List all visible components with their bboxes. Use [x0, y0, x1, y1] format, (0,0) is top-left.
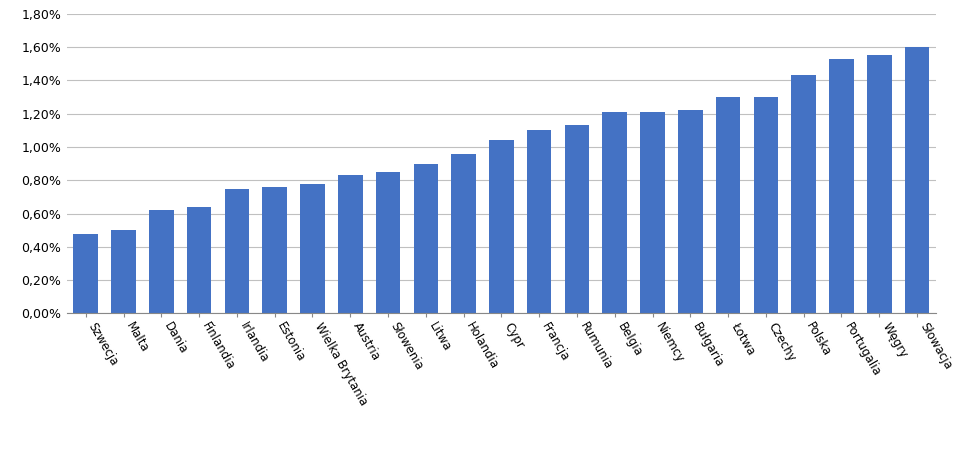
Bar [149, 210, 174, 313]
Bar [452, 154, 476, 313]
Bar [678, 110, 703, 313]
Bar [224, 189, 249, 313]
Bar [414, 164, 438, 313]
Bar [375, 172, 400, 313]
Bar [489, 140, 514, 313]
Bar [603, 112, 627, 313]
Bar [527, 130, 551, 313]
Bar [111, 230, 136, 313]
Bar [753, 97, 778, 313]
Bar [792, 76, 816, 313]
Bar [187, 207, 211, 313]
Bar [300, 183, 325, 313]
Bar [716, 97, 740, 313]
Bar [904, 47, 929, 313]
Bar [867, 55, 892, 313]
Bar [263, 187, 286, 313]
Bar [829, 59, 854, 313]
Bar [74, 234, 98, 313]
Bar [640, 112, 665, 313]
Bar [564, 125, 589, 313]
Bar [338, 175, 363, 313]
